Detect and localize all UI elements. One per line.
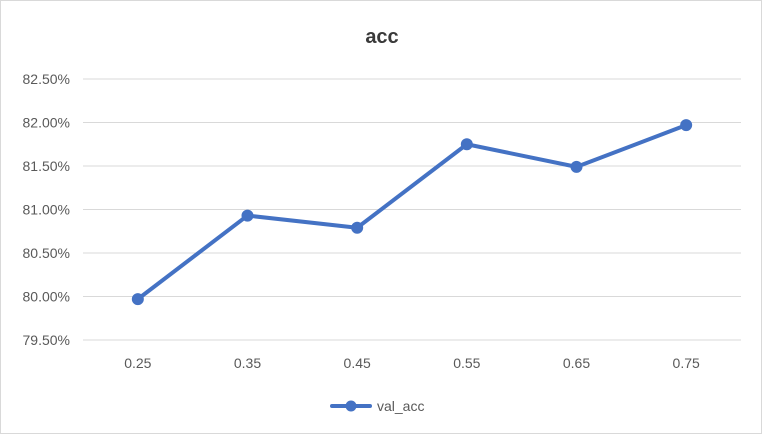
legend-label: val_acc: [377, 398, 424, 414]
x-axis-tick-labels: 0.25 0.35 0.45 0.55 0.65 0.75: [124, 355, 700, 371]
data-point: [570, 160, 583, 173]
x-tick-label: 0.65: [563, 355, 590, 371]
y-axis-tick-labels: 79.50% 80.00% 80.50% 81.00% 81.50% 82.00% 82.5…: [23, 71, 70, 348]
y-tick-label: 80.50%: [23, 245, 70, 261]
x-tick-label: 0.45: [344, 355, 371, 371]
gridlines: [83, 78, 741, 341]
x-tick-label: 0.35: [234, 355, 261, 371]
y-tick-label: 82.00%: [23, 115, 70, 131]
legend: val_acc: [330, 398, 424, 414]
data-point: [460, 138, 473, 151]
series-layer: [131, 119, 693, 306]
data-point: [351, 221, 364, 234]
y-tick-label: 80.00%: [23, 289, 70, 305]
x-tick-label: 0.75: [673, 355, 700, 371]
y-tick-label: 79.50%: [23, 332, 70, 348]
data-point: [680, 119, 693, 132]
y-tick-label: 81.50%: [23, 158, 70, 174]
x-tick-label: 0.55: [453, 355, 480, 371]
legend-marker: [345, 400, 357, 412]
data-point: [131, 293, 144, 306]
x-tick-label: 0.25: [124, 355, 151, 371]
series-line-val_acc: [135, 123, 689, 302]
data-point: [241, 209, 254, 222]
y-tick-label: 81.00%: [23, 202, 70, 218]
chart-title: acc: [365, 26, 398, 48]
y-tick-label: 82.50%: [23, 71, 70, 87]
